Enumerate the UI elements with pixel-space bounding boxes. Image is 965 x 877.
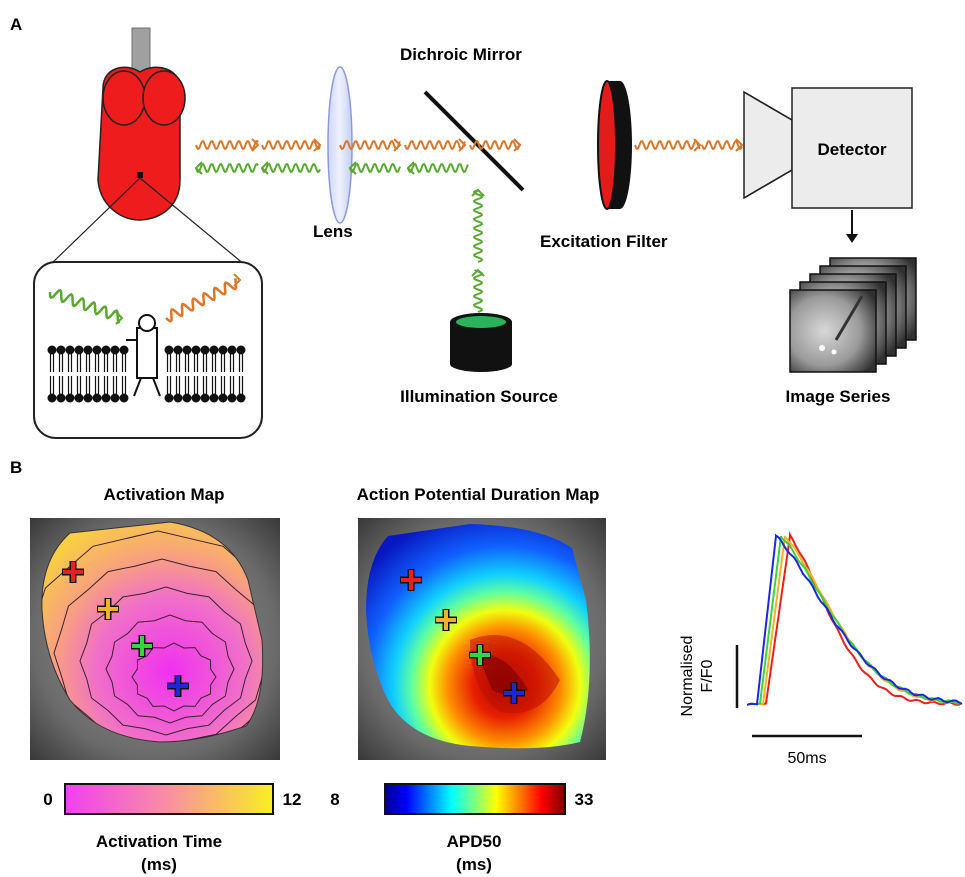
apd-scale-unit: (ms) [456, 855, 492, 874]
illumination-source-icon [450, 313, 512, 372]
crosshair-marker [62, 561, 84, 583]
illumination-source-label: Illumination Source [400, 387, 558, 406]
apd-colorbar [384, 783, 566, 815]
dichroic-mirror-label: Dichroic Mirror [400, 45, 522, 64]
crosshair-marker [97, 598, 119, 620]
activation-map-title: Activation Map [104, 485, 225, 504]
apd-map-title: Action Potential Duration Map [357, 485, 600, 504]
light-path [194, 138, 744, 313]
ap-trace [747, 531, 962, 706]
excitation-wave-in [48, 289, 121, 324]
action-potential-traces [735, 531, 963, 738]
emission-wave-segment [339, 139, 401, 151]
trace-ylabel-line2: F/F0 [699, 659, 716, 692]
emission-wave-segment [701, 139, 743, 151]
isochrone-line [105, 614, 235, 724]
zoom-line-left [49, 177, 141, 266]
crosshair-marker [469, 644, 491, 666]
crosshair-marker [503, 682, 525, 704]
isochrone-line [79, 586, 253, 736]
isochrone-line [41, 530, 263, 742]
ap-trace [747, 535, 963, 706]
detector-label: Detector [818, 140, 887, 159]
emission-wave-segment [195, 139, 259, 151]
voltage-dye-molecule [136, 327, 158, 379]
excitation-filter-icon [597, 80, 632, 210]
apd-map [358, 518, 606, 760]
crosshair-marker [435, 609, 457, 631]
activation-scale-label: Activation Time [96, 832, 222, 851]
recording-site-markers [62, 561, 525, 704]
heart-icon [97, 27, 186, 221]
activation-scale-min: 0 [43, 790, 52, 809]
apd-scale-label: APD50 [447, 832, 502, 851]
lens-label: Lens [313, 222, 353, 241]
excitation-filter-label: Excitation Filter [540, 232, 668, 251]
time-scale-label: 50ms [787, 750, 826, 767]
ap-trace [747, 533, 963, 706]
crosshair-marker [131, 635, 153, 657]
excitation-wave-vertical [472, 269, 484, 313]
crosshair-marker [167, 675, 189, 697]
activation-scale-max: 12 [283, 790, 302, 809]
lipid-bilayer [47, 345, 246, 403]
apd-scale-max: 33 [575, 790, 594, 809]
panel-a-label: A [10, 15, 22, 34]
excitation-wave-segment [195, 162, 259, 174]
ap-trace [747, 535, 962, 706]
isochrone-line [131, 642, 217, 712]
emission-wave-segment [469, 139, 521, 151]
excitation-wave-segment [261, 162, 321, 174]
emission-wave-segment [404, 139, 466, 151]
excitation-wave-segment [349, 162, 401, 174]
isochrone-line [53, 558, 263, 742]
zoom-line-right [139, 177, 246, 266]
camera-icon [743, 87, 913, 209]
image-frame [789, 289, 877, 373]
emission-wave-segment [634, 139, 701, 151]
dichroic-mirror-icon [423, 90, 525, 192]
trace-ylabel-line1: Normalised [679, 636, 696, 717]
activation-colorbar [64, 783, 274, 815]
crosshair-marker [400, 569, 422, 591]
activation-map [30, 518, 280, 760]
apd-scale-min: 8 [330, 790, 339, 809]
image-series-stack [789, 257, 917, 373]
membrane-inset [33, 261, 263, 439]
panel-b-label: B [10, 458, 22, 477]
image-series-label: Image Series [786, 387, 891, 406]
excitation-wave-vertical [472, 189, 484, 263]
emission-wave-segment [261, 139, 321, 151]
emission-wave-out [165, 278, 238, 323]
excitation-wave-segment [407, 162, 469, 174]
activation-scale-unit: (ms) [141, 855, 177, 874]
